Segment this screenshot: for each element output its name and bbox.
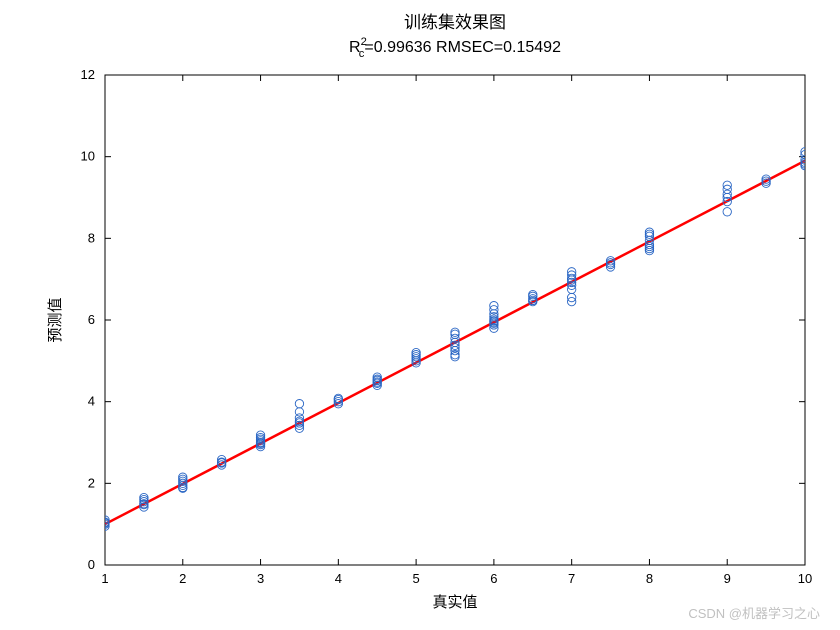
- x-tick-label: 4: [335, 571, 342, 586]
- watermark-text: CSDN @机器学习之心: [688, 603, 820, 622]
- y-tick-label: 6: [88, 312, 95, 327]
- x-tick-label: 2: [179, 571, 186, 586]
- chart-title-main: 训练集效果图: [404, 13, 506, 32]
- y-tick-label: 0: [88, 557, 95, 572]
- x-tick-label: 8: [646, 571, 653, 586]
- x-tick-label: 9: [724, 571, 731, 586]
- x-tick-label: 7: [568, 571, 575, 586]
- chart-container: 训练集效果图R2c=0.99636 RMSEC=0.15492123456789…: [0, 0, 840, 630]
- x-tick-label: 6: [490, 571, 497, 586]
- y-tick-label: 8: [88, 230, 95, 245]
- y-tick-label: 10: [81, 149, 95, 164]
- x-tick-label: 3: [257, 571, 264, 586]
- x-tick-label: 10: [798, 571, 812, 586]
- chart-title-sub: R2c=0.99636 RMSEC=0.15492: [349, 36, 561, 60]
- scatter-chart: 训练集效果图R2c=0.99636 RMSEC=0.15492123456789…: [0, 0, 840, 630]
- x-tick-label: 1: [101, 571, 108, 586]
- x-tick-label: 5: [412, 571, 419, 586]
- x-axis-label: 真实值: [432, 593, 477, 611]
- y-tick-label: 12: [81, 67, 95, 82]
- y-axis-label: 预测值: [47, 297, 64, 342]
- y-tick-label: 2: [88, 475, 95, 490]
- plot-area: [105, 75, 805, 565]
- y-tick-label: 4: [88, 394, 95, 409]
